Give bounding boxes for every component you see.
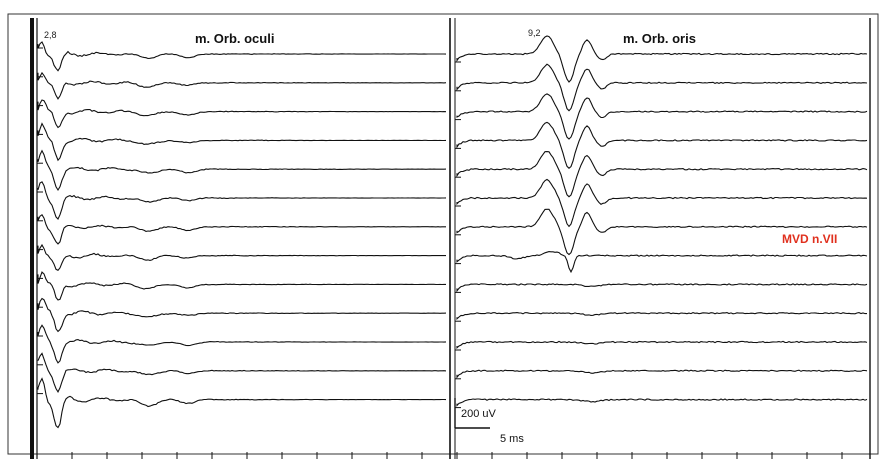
oris-trace bbox=[456, 35, 868, 83]
oculi-trace bbox=[37, 214, 446, 245]
mvd-annotation: MVD n.VII bbox=[782, 232, 838, 246]
time-scale-label: 5 ms bbox=[500, 433, 524, 445]
oris-trace bbox=[456, 340, 868, 350]
oris-trace bbox=[456, 251, 868, 274]
oculi-trace bbox=[37, 149, 447, 192]
oculi-trace bbox=[37, 122, 447, 162]
oculi-trace bbox=[37, 243, 446, 271]
oris-trace bbox=[456, 151, 868, 198]
oculi-trace bbox=[37, 352, 447, 394]
panel-right-latency-label: 9,2 bbox=[528, 28, 541, 38]
oris-trace bbox=[456, 283, 868, 293]
oris-trace bbox=[456, 369, 868, 379]
oris-trace bbox=[456, 208, 868, 256]
oris-trace bbox=[456, 312, 867, 321]
oris-trace bbox=[456, 178, 868, 228]
oculi-trace bbox=[37, 377, 447, 429]
oculi-trace bbox=[37, 324, 447, 364]
figure-frame bbox=[7, 13, 879, 455]
panel-left-latency-label: 2,8 bbox=[44, 30, 57, 40]
oris-trace bbox=[456, 93, 868, 140]
oculi-trace bbox=[37, 71, 447, 100]
oris-trace bbox=[456, 63, 868, 112]
oculi-trace bbox=[37, 99, 447, 129]
oculi-trace bbox=[37, 271, 446, 301]
oculi-trace bbox=[37, 181, 447, 220]
oculi-trace bbox=[37, 41, 447, 72]
oris-trace bbox=[456, 121, 868, 169]
oris-trace bbox=[456, 398, 868, 407]
panel-left-title: m. Orb. oculi bbox=[195, 31, 275, 46]
amplitude-scale-label: 200 uV bbox=[461, 408, 496, 420]
panel-right-title: m. Orb. oris bbox=[623, 31, 696, 46]
oculi-trace bbox=[37, 297, 447, 333]
